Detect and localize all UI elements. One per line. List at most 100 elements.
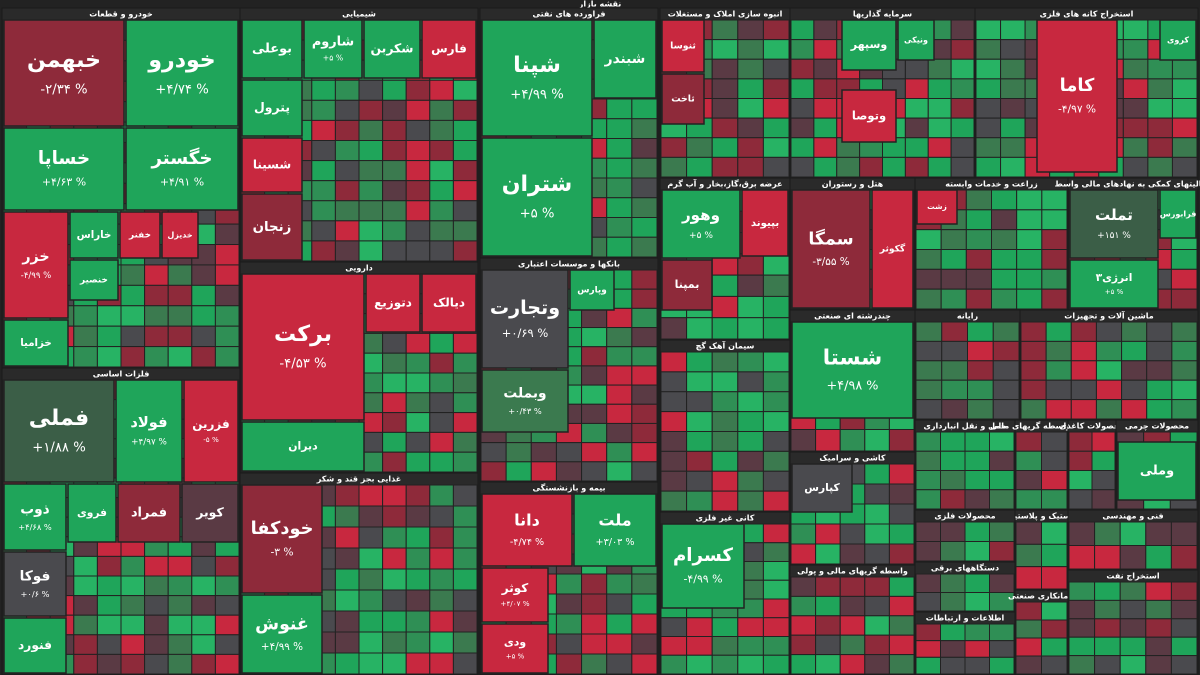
stock-name: فارس xyxy=(431,42,467,56)
filler-cell xyxy=(888,576,915,597)
stock-name: خساپا xyxy=(38,148,90,169)
filler-cell xyxy=(940,431,966,452)
filler-cell xyxy=(1147,137,1173,158)
filler-cell xyxy=(989,656,1015,675)
filler-cell xyxy=(144,634,169,655)
sector-label: استخراج کانه های فلزی xyxy=(1040,10,1134,19)
stock-name: دیران xyxy=(288,440,318,453)
filler-cell xyxy=(1015,450,1042,471)
stock-name: خگستر xyxy=(150,147,212,169)
filler-cell xyxy=(815,429,841,452)
filler-cell xyxy=(452,79,478,101)
filler-cell xyxy=(915,321,943,342)
filler-cell xyxy=(686,391,713,413)
filler-cell xyxy=(964,640,990,658)
filler-cell xyxy=(452,631,478,654)
filler-cell xyxy=(606,461,633,482)
filler-cell xyxy=(405,392,431,414)
filler-cell xyxy=(405,352,431,374)
filler-cell xyxy=(991,189,1018,211)
filler-cell xyxy=(1070,321,1097,342)
filler-cell xyxy=(686,137,713,158)
stock-tile xyxy=(791,321,914,419)
filler-cell xyxy=(555,461,583,482)
filler-cell xyxy=(505,461,532,482)
stock-name: فرابورس xyxy=(1160,210,1197,220)
filler-cell xyxy=(864,543,890,565)
filler-cell xyxy=(214,346,240,368)
filler-cell xyxy=(429,652,454,675)
filler-cell xyxy=(73,634,98,655)
sector-label: محصولات فلزی xyxy=(934,512,995,521)
filler-cell xyxy=(1091,431,1116,452)
filler-cell xyxy=(73,614,98,636)
stock-tile xyxy=(569,269,615,311)
filler-cell xyxy=(555,653,583,675)
filler-cell xyxy=(989,640,1015,658)
filler-cell xyxy=(950,137,975,158)
filler-cell xyxy=(839,654,866,675)
stock-tile xyxy=(241,421,365,472)
filler-cell xyxy=(1094,655,1121,675)
filler-cell xyxy=(96,575,122,597)
filler-cell xyxy=(73,325,98,348)
stock-name: شپنا xyxy=(513,53,561,78)
filler-cell xyxy=(904,58,929,80)
filler-cell xyxy=(864,576,890,597)
filler-cell xyxy=(405,180,431,202)
filler-cell xyxy=(96,595,122,616)
filler-cell xyxy=(839,576,866,597)
filler-cell xyxy=(1041,601,1068,621)
stock-name: خبهمن xyxy=(27,48,101,73)
filler-cell xyxy=(96,555,122,577)
filler-cell xyxy=(358,589,384,612)
stock-tile xyxy=(125,19,239,127)
filler-cell xyxy=(1119,581,1147,601)
stock-name: کاما xyxy=(1060,76,1095,96)
filler-cell xyxy=(975,98,1002,119)
filler-cell xyxy=(606,384,633,405)
filler-cell xyxy=(1095,399,1123,420)
filler-cell xyxy=(581,327,608,348)
filler-cell xyxy=(120,614,146,636)
filler-cell xyxy=(711,39,739,60)
stock-change: -۴/۵۳ % xyxy=(279,357,326,372)
filler-cell xyxy=(1121,399,1148,420)
filler-cell xyxy=(1041,229,1068,251)
filler-cell xyxy=(1094,599,1121,620)
filler-cell xyxy=(1000,137,1026,158)
filler-cell xyxy=(915,360,943,381)
filler-cell xyxy=(581,613,608,635)
filler-cell xyxy=(904,156,929,178)
filler-cell xyxy=(762,411,790,432)
filler-cell xyxy=(762,39,790,60)
filler-cell xyxy=(1000,98,1026,119)
sector: حمل و نقل انبارداری xyxy=(914,419,1016,511)
filler-cell xyxy=(1000,117,1026,139)
filler-cell xyxy=(660,636,688,656)
stock-name: خدیزل xyxy=(167,231,193,240)
filler-cell xyxy=(975,137,1002,158)
filler-cell xyxy=(581,403,608,424)
filler-cell xyxy=(1146,379,1173,401)
stock-name: بوعلی xyxy=(252,42,292,57)
filler-cell xyxy=(1068,636,1096,657)
filler-cell xyxy=(904,117,929,139)
filler-cell xyxy=(631,613,658,635)
filler-cell xyxy=(940,521,966,542)
stock-tile xyxy=(661,73,705,125)
filler-cell xyxy=(940,541,966,562)
filler-cell xyxy=(73,305,98,327)
filler-cell xyxy=(334,547,360,570)
stock-name: کویر xyxy=(195,505,224,520)
filler-cell xyxy=(915,268,942,290)
filler-cell xyxy=(762,295,790,319)
filler-cell xyxy=(405,79,431,101)
filler-cell xyxy=(737,371,764,393)
filler-cell xyxy=(737,470,764,492)
filler-cell xyxy=(334,484,360,507)
stock-tile xyxy=(241,19,303,79)
filler-cell xyxy=(73,555,98,577)
filler-cell xyxy=(1121,340,1148,362)
filler-cell xyxy=(737,253,764,276)
